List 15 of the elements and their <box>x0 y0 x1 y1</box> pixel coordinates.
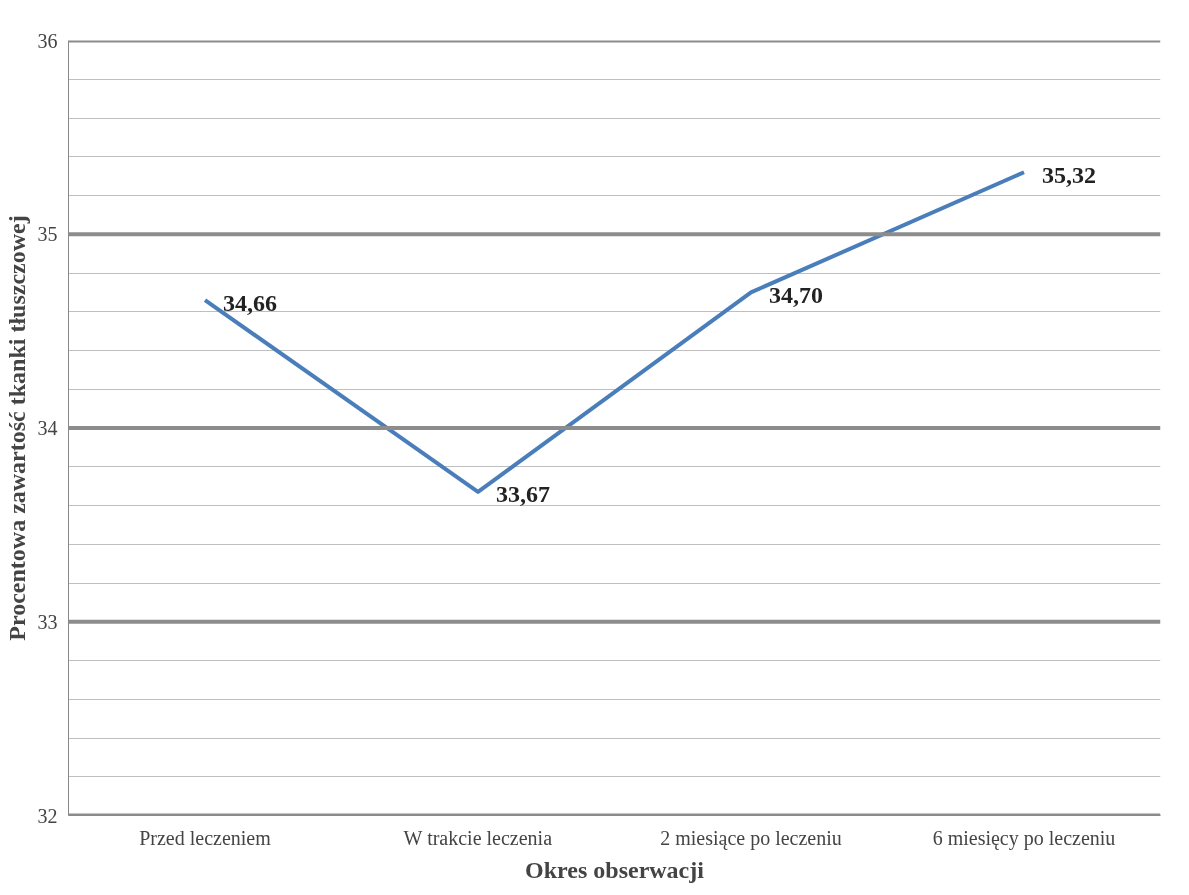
y-tick-label: 32 <box>37 804 58 827</box>
y-tick-label: 36 <box>37 29 58 52</box>
y-axis-title: Procentowa zawartość tkanki tłuszczowej <box>3 215 30 641</box>
data-label: 34,66 <box>223 289 277 316</box>
x-tick-label: 6 miesięcy po leczeniu <box>932 826 1116 850</box>
y-tick-label: 35 <box>37 223 58 246</box>
data-label: 34,70 <box>769 281 823 308</box>
data-label: 33,67 <box>496 481 550 508</box>
x-tick-label: W trakcie leczenia <box>403 826 553 849</box>
x-tick-label: 2 miesiące po leczeniu <box>660 826 842 850</box>
data-label: 35,32 <box>1042 161 1096 188</box>
y-tick-label: 33 <box>37 610 58 633</box>
y-tick-label: 34 <box>37 417 58 439</box>
x-axis-title: Okres obserwacji <box>525 856 705 883</box>
x-tick-label: Przed leczeniem <box>139 826 272 849</box>
